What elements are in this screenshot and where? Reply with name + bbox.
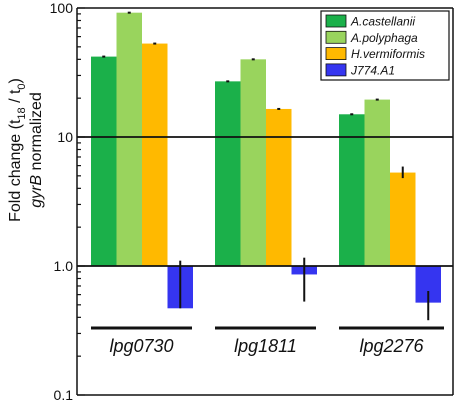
bar-A.polyphaga-lpg0730 xyxy=(116,12,142,266)
y-tick-label: 10 xyxy=(57,129,73,145)
bar-A.castellanii-lpg1811 xyxy=(215,81,241,267)
gene-label-lpg2276: lpg2276 xyxy=(359,336,424,356)
bar-A.polyphaga-lpg1811 xyxy=(240,59,266,267)
y-tick-label: 1.0 xyxy=(54,258,74,274)
legend-swatch-A.polyphaga xyxy=(325,30,347,44)
bars-layer xyxy=(91,12,441,309)
y-tick-label: 0.1 xyxy=(54,387,74,403)
legend-swatch-H.vermiformis xyxy=(325,47,347,60)
legend-label-A.polyphaga: A.polyphaga xyxy=(350,31,418,45)
legend-label-H.vermiformis: H.vermiformis xyxy=(351,47,425,61)
gene-label-lpg0730: lpg0730 xyxy=(109,336,173,356)
error-bars-layer xyxy=(102,11,430,321)
legend-label-A.castellanii: A.castellanii xyxy=(350,15,415,29)
gene-label-lpg1811: lpg1811 xyxy=(234,336,297,356)
y-axis-label-line2: gyrB normalized xyxy=(28,92,45,208)
legend-label-J774.A1: J774.A1 xyxy=(350,63,395,77)
bar-A.polyphaga-lpg2276 xyxy=(364,99,390,266)
y-axis-layer: 0.1 1.0 10 100 xyxy=(50,0,454,403)
reference-lines-layer xyxy=(77,136,453,267)
legend-swatch-A.castellanii xyxy=(325,14,347,28)
legend: A.castellanii A.polyphaga H.vermiformis J77… xyxy=(320,10,450,81)
y-tick-label: 100 xyxy=(50,0,74,16)
bar-H.vermiformis-lpg0730 xyxy=(142,43,168,266)
bar-H.vermiformis-lpg2276 xyxy=(390,172,416,266)
y-axis-label-line1: Fold change (t18 / t0) xyxy=(7,78,28,222)
bar-A.castellanii-lpg2276 xyxy=(339,114,365,266)
gene-labels-layer: lpg0730 lpg1811 lpg2276 xyxy=(91,326,444,356)
legend-swatch-J774.A1 xyxy=(325,63,347,77)
bar-A.castellanii-lpg0730 xyxy=(91,56,117,266)
bar-H.vermiformis-lpg1811 xyxy=(266,108,292,266)
